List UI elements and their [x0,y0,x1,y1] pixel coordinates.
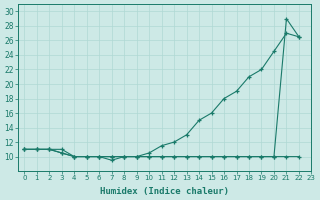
X-axis label: Humidex (Indice chaleur): Humidex (Indice chaleur) [100,187,229,196]
